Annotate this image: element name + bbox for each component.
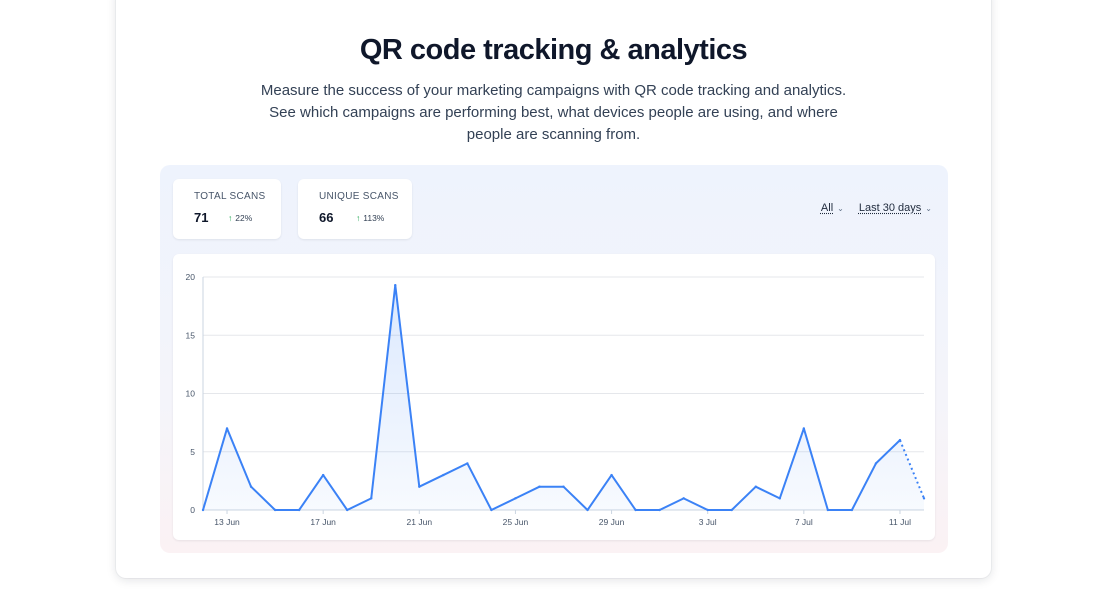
x-tick-label: 29 Jun [599,517,625,527]
scans-area [203,285,924,510]
data-point [562,485,565,488]
data-point [490,508,493,512]
data-point [466,462,469,465]
date-range-dropdown[interactable]: Last 30 days ⌄ [859,202,932,214]
y-tick-label: 10 [186,389,196,399]
page-title: QR code tracking & analytics [359,34,748,66]
data-point [850,508,854,512]
y-tick-label: 15 [186,330,196,340]
data-point [634,508,637,512]
scans-line-projection [899,439,925,499]
scans-line [202,284,901,511]
arrow-up-icon: ↑ [356,213,361,223]
data-point [297,508,301,512]
chevron-down-icon: ⌄ [837,204,844,213]
data-point [730,508,733,512]
data-point [754,485,757,488]
total-scans-label: TOTAL SCANS [194,191,266,202]
scope-dropdown[interactable]: All ⌄ [821,202,844,214]
x-tick-label: 3 Jul [699,517,717,527]
data-point [898,438,902,442]
feature-card: QR code tracking & analytics Measure the… [116,0,991,578]
x-tick-label: 13 Jun [214,517,240,527]
data-point [706,508,709,512]
unique-scans-change: ↑ 113% [356,213,384,223]
x-tick-label: 11 Jul [889,517,911,527]
data-point [778,497,781,500]
x-tick-label: 7 Jul [795,517,813,527]
data-point [874,462,878,465]
data-point [682,497,685,500]
data-point [273,508,277,512]
date-range-label: Last 30 days [858,202,922,214]
unique-scans-label: UNIQUE SCANS [319,191,399,202]
data-point [538,485,541,488]
data-point [370,497,373,500]
scope-dropdown-label: All [820,202,834,214]
data-point [321,473,325,477]
analytics-panel: TOTAL SCANS 71 ↑ 22% UNIQUE SCANS 66 ↑ 113… [160,165,948,553]
arrow-up-icon: ↑ [228,213,233,223]
total-scans-value: 71 [194,210,209,225]
data-point [610,473,613,477]
data-point [514,497,517,500]
data-point [249,485,253,488]
y-tick-label: 0 [190,505,195,515]
unique-scans-card: UNIQUE SCANS 66 ↑ 113% [298,179,412,239]
total-scans-change-value: 22% [235,213,253,223]
data-point [586,508,589,512]
scans-chart-svg: 0 5 10 15 20 13 Jun 17 Jun 21 Jun 25 Jun 29 Jun 3 … [186,272,926,527]
data-point [201,508,205,512]
y-tick-label: 20 [186,272,196,282]
x-tick-label: 17 Jun [310,517,336,527]
data-point [922,497,926,500]
data-point [442,473,445,477]
x-tick-label: 25 Jun [503,517,529,527]
total-scans-card: TOTAL SCANS 71 ↑ 22% [173,179,281,239]
data-point [802,427,806,430]
data-point [658,508,661,512]
data-point [418,485,421,488]
x-tick-label: 21 Jun [407,517,433,527]
chevron-down-icon: ⌄ [925,204,932,213]
data-point [225,427,229,430]
page-subtitle: Measure the success of your marketing ca… [260,82,847,143]
data-point [394,283,397,287]
scans-chart: 0 5 10 15 20 13 Jun 17 Jun 21 Jun 25 Jun 29 Jun 3 … [173,254,935,540]
data-point [826,508,830,512]
data-point [346,508,349,512]
filters: All ⌄ Last 30 days ⌄ [809,202,932,214]
y-tick-label: 5 [190,447,195,457]
total-scans-change: ↑ 22% [228,213,252,223]
unique-scans-change-value: 113% [363,213,385,223]
unique-scans-value: 66 [319,210,334,225]
